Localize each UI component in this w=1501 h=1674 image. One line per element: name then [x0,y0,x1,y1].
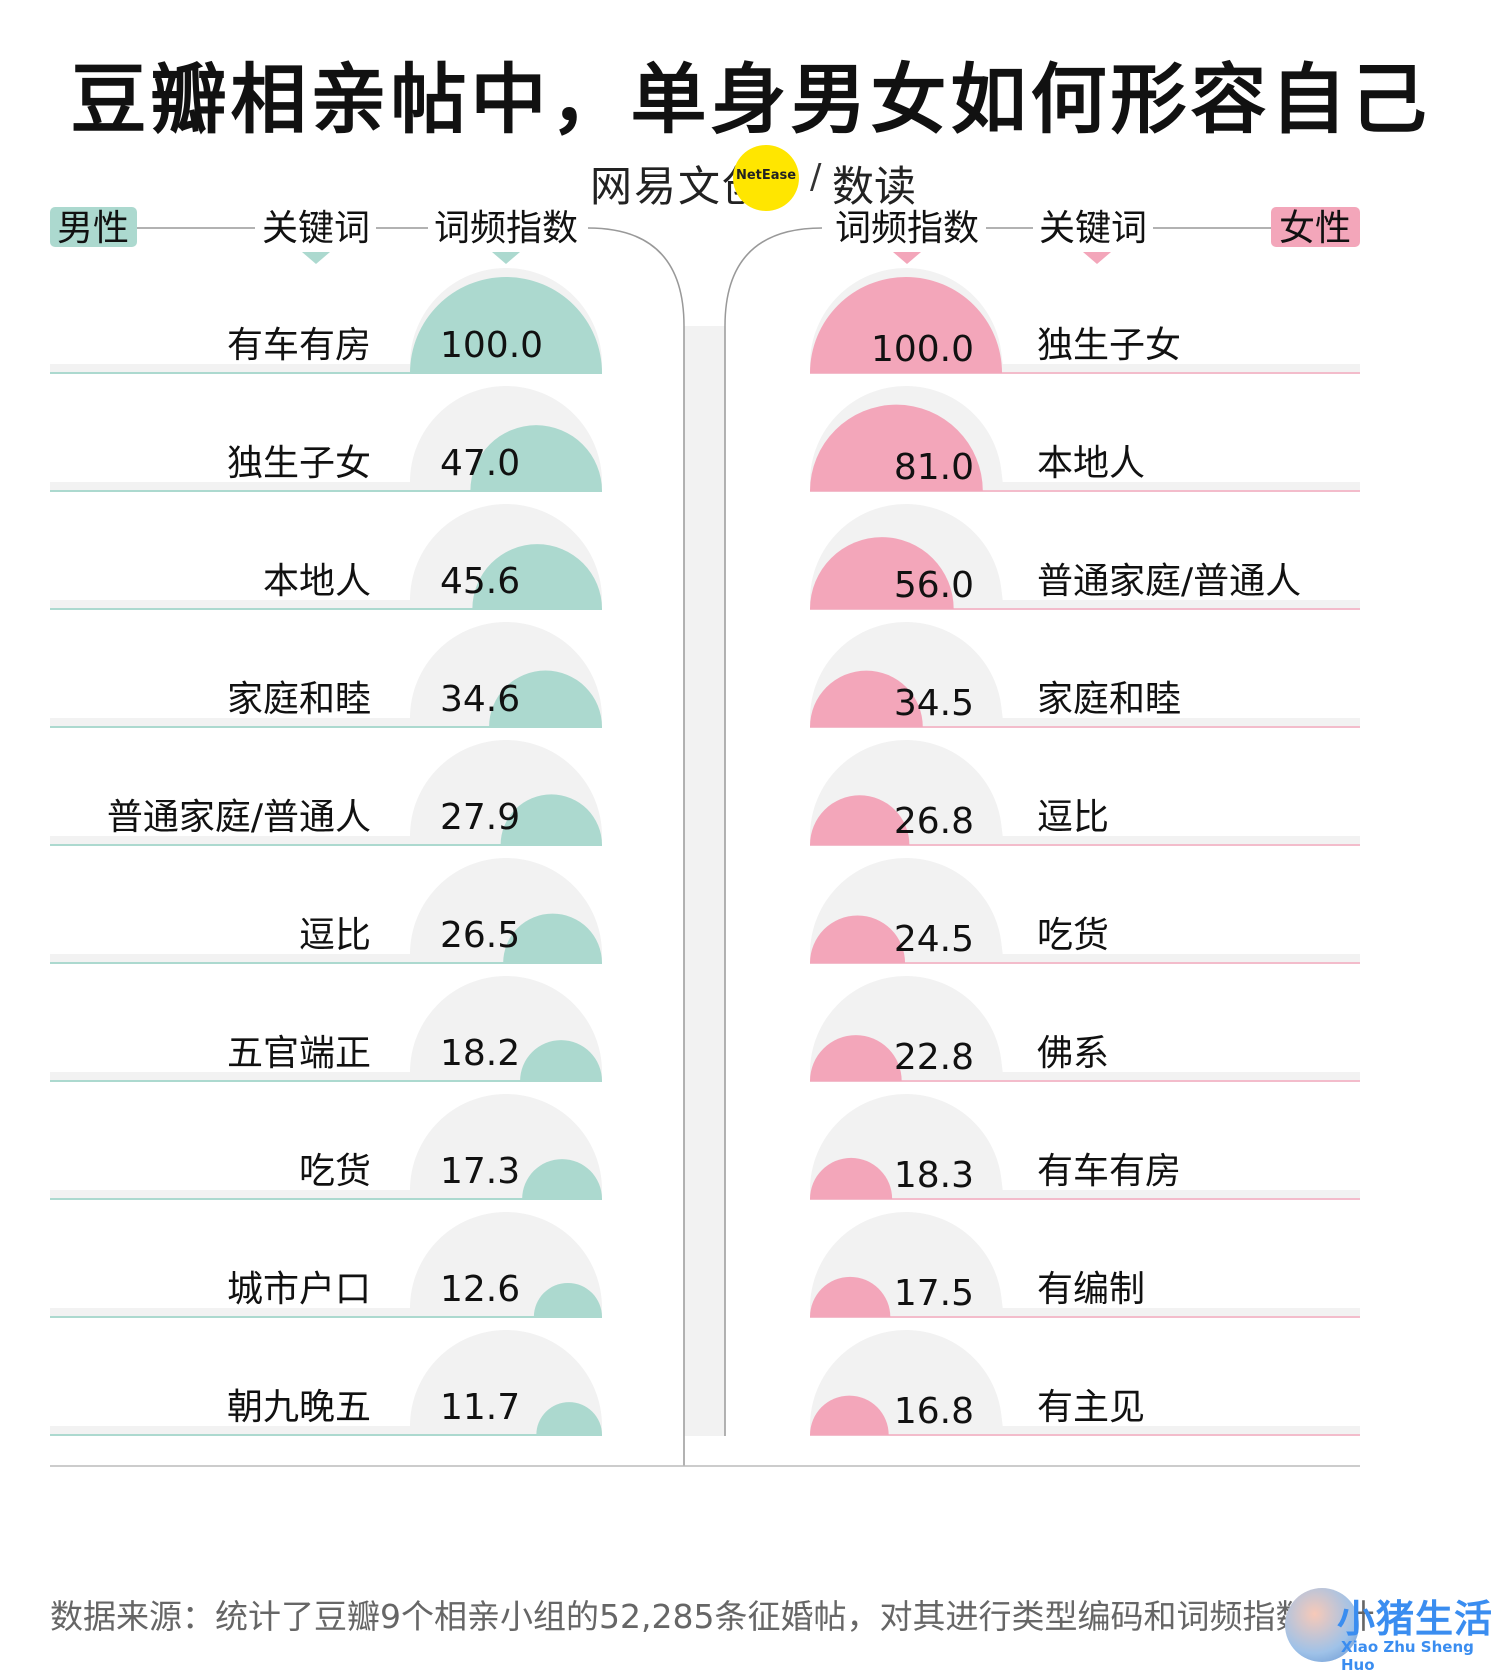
female-keyword-label: 逗比 [1037,797,1109,838]
brand-separator: / [810,157,822,197]
female-value-label: 24.5 [894,919,974,960]
female-value-label: 56.0 [894,565,974,606]
female-value-bar [810,1035,902,1081]
female-index-header: 词频指数 [835,208,979,249]
female-value-label: 81.0 [894,447,974,488]
male-keyword-label: 普通家庭/普通人 [107,797,371,838]
watermark: 小猪生活 Xiao Zhu Sheng Huo [1285,1586,1495,1674]
female-value-bar [810,404,983,491]
female-legend-swatch [1271,207,1360,247]
male-value-bar [520,1040,602,1081]
female-keyword-label: 家庭和睦 [1037,679,1181,720]
female-keyword-label: 普通家庭/普通人 [1037,561,1301,602]
female-keyword-label: 独生子女 [1037,325,1181,366]
male-value-bar [470,425,602,491]
female-keyword-header: 关键词 [1039,208,1147,249]
brand-logo: 网易文创 NetEase / 数读 [0,145,1501,215]
brand-badge: NetEase [735,168,797,183]
male-value-label: 100.0 [440,325,543,366]
male-index-header: 词频指数 [434,208,578,249]
male-value-bar [536,1402,602,1435]
male-legend-swatch [50,207,137,247]
male-keyword-label: 独生子女 [227,443,371,484]
male-legend-label: 男性 [57,208,129,249]
male-value-label: 12.6 [440,1269,520,1310]
female-value-bar [810,1276,891,1317]
male-value-label: 45.6 [440,561,520,602]
male-keyword-header: 关键词 [262,208,370,249]
male-value-bar [503,913,602,963]
female-index-pointer-icon [893,252,921,264]
pig-avatar-icon [1285,1588,1359,1662]
brand-column: 数读 [832,162,917,211]
female-value-bar [810,1157,893,1199]
male-keyword-label: 朝九晚五 [227,1387,371,1428]
male-keyword-label: 城市户口 [227,1269,371,1310]
male-value-label: 27.9 [440,797,520,838]
female-panel-frame [724,227,823,1436]
female-value-label: 17.5 [894,1273,974,1314]
female-value-bar [810,1395,889,1435]
male-keyword-pointer-icon [302,252,330,264]
male-panel-frame [587,227,685,1466]
male-value-bar [410,277,602,373]
male-keyword-label: 吃货 [299,1151,371,1192]
female-value-label: 34.5 [894,683,974,724]
watermark-subtitle: Xiao Zhu Sheng Huo [1341,1638,1474,1674]
female-keyword-label: 有车有房 [1037,1151,1181,1192]
male-value-label: 18.2 [440,1033,520,1074]
female-value-bar [810,795,910,845]
female-keyword-label: 佛系 [1037,1033,1109,1074]
male-keyword-label: 五官端正 [227,1033,371,1074]
male-value-bar [489,670,602,727]
female-value-bar [810,277,1002,373]
male-keyword-label: 逗比 [299,915,371,956]
female-value-label: 26.8 [894,801,974,842]
male-value-label: 11.7 [440,1387,520,1428]
female-legend-label: 女性 [1279,208,1351,249]
female-value-bar [810,537,954,609]
male-value-label: 17.3 [440,1151,520,1192]
male-keyword-label: 本地人 [263,561,371,602]
male-value-bar [522,1159,602,1199]
watermark-title: 小猪生活 [1337,1597,1494,1641]
female-value-label: 16.8 [894,1391,974,1432]
female-keyword-pointer-icon [1083,252,1111,264]
male-value-bar [472,544,602,609]
female-keyword-label: 本地人 [1037,443,1145,484]
female-keyword-label: 有编制 [1037,1269,1145,1310]
page-title: 豆瓣相亲帖中，单身男女如何形容自己 [70,55,1431,144]
male-keyword-label: 有车有房 [227,325,371,366]
male-value-label: 26.5 [440,915,520,956]
female-keyword-label: 有主见 [1037,1387,1145,1428]
female-value-bar [810,670,923,727]
male-keyword-label: 家庭和睦 [227,679,371,720]
male-value-label: 34.6 [440,679,520,720]
center-strip [684,326,725,1436]
female-value-label: 100.0 [871,329,974,370]
data-source-note: 数据来源：统计了豆瓣9个相亲小组的52,285条征婚帖，对其进行类型编码和词频指… [50,1597,1375,1636]
male-value-bar [500,794,602,845]
female-value-label: 22.8 [894,1037,974,1078]
brand-circle-icon [733,145,799,211]
female-value-label: 18.3 [894,1155,974,1196]
female-keyword-label: 吃货 [1037,915,1109,956]
male-index-pointer-icon [492,252,520,264]
male-value-label: 47.0 [440,443,520,484]
male-value-bar [533,1282,602,1317]
female-value-bar [810,915,906,963]
